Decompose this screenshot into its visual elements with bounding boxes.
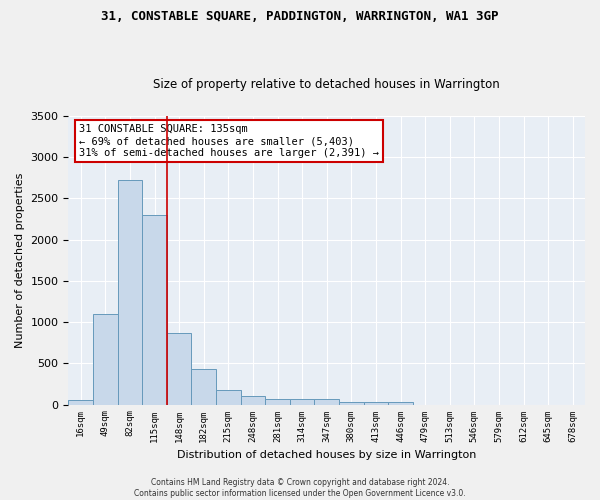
Y-axis label: Number of detached properties: Number of detached properties [15,172,25,348]
Bar [68,400,93,404]
Bar [142,215,167,404]
Bar [290,399,314,404]
Bar [118,180,142,404]
Title: Size of property relative to detached houses in Warrington: Size of property relative to detached ho… [154,78,500,91]
Bar [339,402,364,404]
Bar [191,369,216,404]
Bar [314,399,339,404]
Bar [216,390,241,404]
X-axis label: Distribution of detached houses by size in Warrington: Distribution of detached houses by size … [177,450,476,460]
Bar [265,399,290,404]
Bar [364,402,388,404]
Text: 31 CONSTABLE SQUARE: 135sqm
← 69% of detached houses are smaller (5,403)
31% of : 31 CONSTABLE SQUARE: 135sqm ← 69% of det… [79,124,379,158]
Bar [93,314,118,404]
Bar [388,402,413,404]
Bar [241,396,265,404]
Bar [167,333,191,404]
Text: Contains HM Land Registry data © Crown copyright and database right 2024.
Contai: Contains HM Land Registry data © Crown c… [134,478,466,498]
Text: 31, CONSTABLE SQUARE, PADDINGTON, WARRINGTON, WA1 3GP: 31, CONSTABLE SQUARE, PADDINGTON, WARRIN… [101,10,499,23]
